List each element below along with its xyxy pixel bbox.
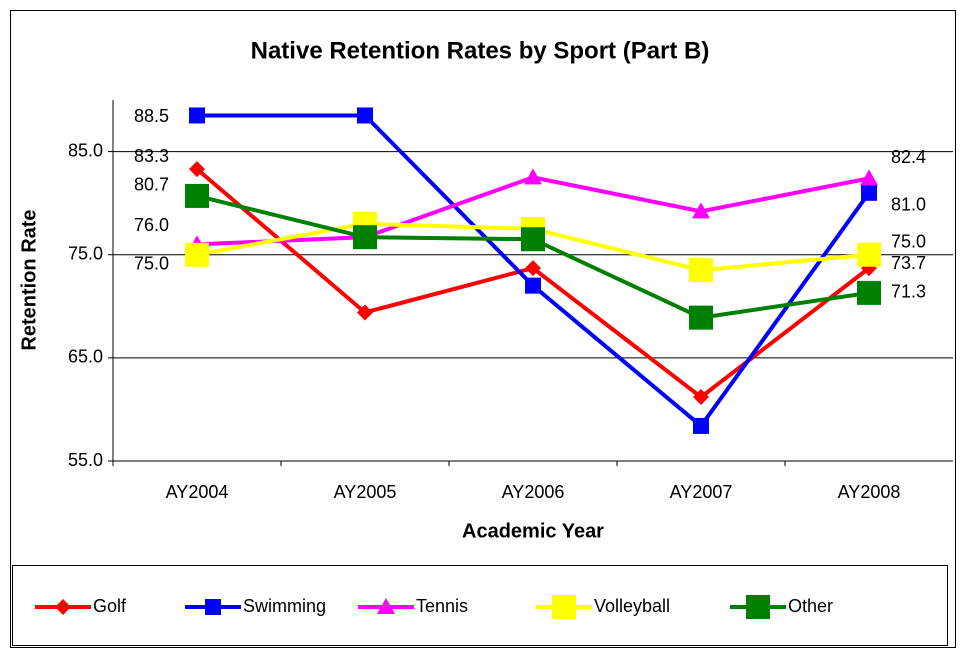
data-label: 75.0: [134, 253, 169, 273]
data-label: 81.0: [891, 195, 926, 215]
legend-label: Tennis: [416, 596, 468, 616]
x-tick-label: AY2004: [166, 482, 229, 502]
marker: [377, 598, 395, 614]
chart-border: [10, 10, 956, 648]
legend-item: Golf: [35, 596, 127, 616]
legend-label: Other: [788, 596, 833, 616]
marker: [189, 161, 205, 178]
marker: [189, 107, 205, 124]
marker: [357, 107, 373, 124]
legend-label: Golf: [93, 596, 127, 616]
marker: [55, 599, 71, 615]
marker: [521, 227, 545, 252]
marker: [689, 258, 713, 283]
marker: [357, 304, 373, 321]
data-label: 71.3: [891, 282, 926, 302]
data-label: 76.0: [134, 215, 169, 235]
marker: [692, 202, 710, 219]
legend-item: Other: [730, 595, 833, 619]
marker: [693, 417, 709, 434]
data-label: 82.4: [891, 147, 926, 167]
x-axis-title: Academic Year: [462, 520, 604, 542]
y-tick-label: 85.0: [68, 140, 103, 160]
y-tick-label: 75.0: [68, 243, 103, 263]
x-tick-label: AY2008: [838, 482, 901, 502]
marker: [860, 169, 878, 186]
y-tick-label: 55.0: [68, 450, 103, 470]
marker: [552, 595, 576, 619]
marker: [693, 389, 709, 406]
legend-item: Swimming: [185, 596, 326, 616]
legend-item: Tennis: [358, 596, 468, 616]
marker: [861, 184, 877, 201]
marker: [857, 242, 881, 267]
marker: [185, 242, 209, 267]
x-tick-label: AY2006: [502, 482, 565, 502]
marker: [689, 305, 713, 330]
marker: [746, 595, 770, 619]
y-axis-title: Retention Rate: [18, 209, 40, 350]
marker: [525, 260, 541, 277]
data-label: 80.7: [134, 175, 169, 195]
data-label: 73.7: [891, 253, 926, 273]
legend-label: Volleyball: [594, 596, 670, 616]
marker: [185, 183, 209, 208]
marker: [524, 168, 542, 185]
data-label: 88.5: [134, 106, 169, 126]
y-tick-label: 65.0: [68, 347, 103, 367]
x-tick-label: AY2005: [334, 482, 397, 502]
data-label: 75.0: [891, 231, 926, 251]
data-label: 83.3: [134, 146, 169, 166]
marker: [857, 280, 881, 305]
marker: [525, 277, 541, 294]
chart-title: Native Retention Rates by Sport (Part B): [251, 37, 710, 64]
marker: [205, 599, 221, 615]
marker: [353, 225, 377, 250]
x-tick-label: AY2007: [670, 482, 733, 502]
legend-item: Volleyball: [536, 595, 670, 619]
legend-label: Swimming: [243, 596, 326, 616]
legend-box: [12, 565, 948, 646]
